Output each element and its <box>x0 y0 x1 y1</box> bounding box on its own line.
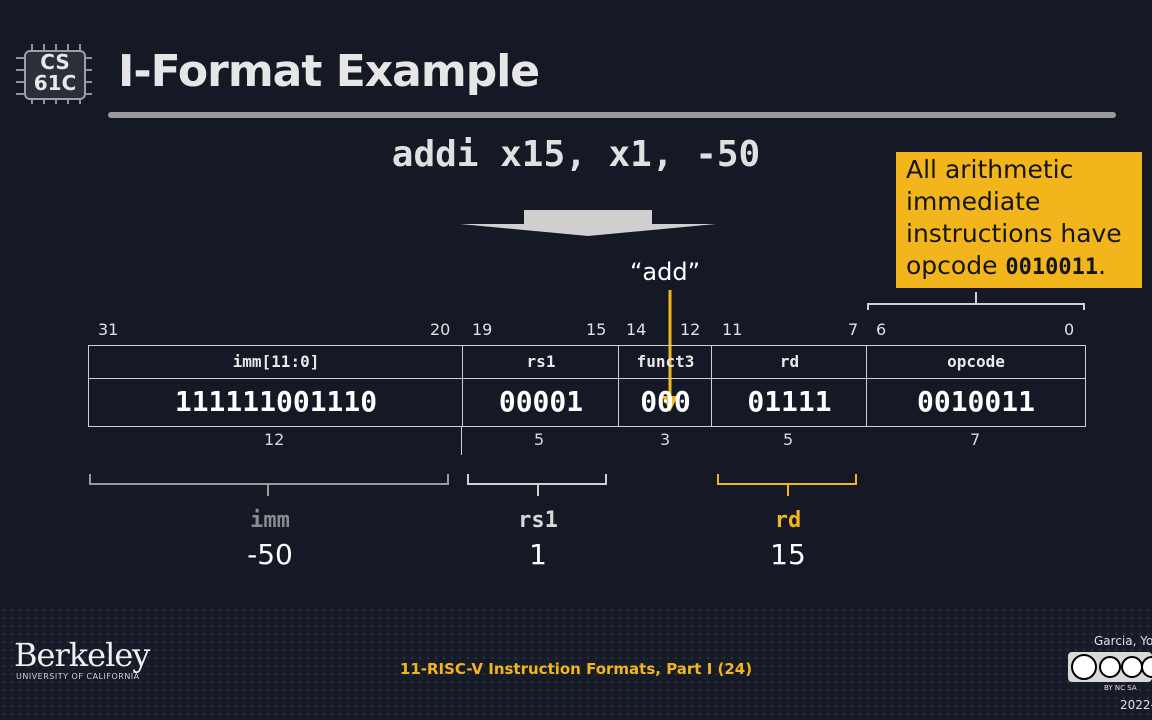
slide-title: I-Format Example <box>118 46 540 97</box>
opcode-brace-icon <box>867 292 1085 310</box>
field-header-imm: imm[11:0] <box>89 346 463 379</box>
bit-number-11: 11 <box>722 320 743 339</box>
instruction-format-table: imm[11:0] rs1 funct3 rd opcode 111111001… <box>88 345 1086 427</box>
bit-number-15: 15 <box>586 320 607 339</box>
divider <box>866 346 867 426</box>
field-value-opcode: 0010011 <box>916 385 1035 418</box>
bit-number-31: 31 <box>98 320 119 339</box>
field-width-imm: 12 <box>264 430 285 449</box>
callout-suffix: . <box>1098 251 1107 280</box>
cc-badge-icon <box>1071 654 1152 680</box>
bit-number-7: 7 <box>848 320 859 339</box>
bit-number-6: 6 <box>876 320 887 339</box>
field-value-funct3: 000 <box>640 385 691 418</box>
logo-line1: CS <box>40 50 70 74</box>
cc-license-labels: BY NC SA <box>1104 684 1137 692</box>
field-header-rs1: rs1 <box>463 346 619 379</box>
bit-number-19: 19 <box>472 320 493 339</box>
decoded-rd-value: 15 <box>770 538 806 571</box>
cs61c-logo: CS 61C <box>14 44 94 104</box>
field-width-rs1: 5 <box>534 430 545 449</box>
year-text: 2022- <box>1120 698 1152 712</box>
down-arrow-icon <box>460 210 716 236</box>
rd-brace-icon <box>717 474 857 496</box>
footer-band <box>0 606 1152 720</box>
field-header-funct3: funct3 <box>619 346 712 379</box>
field-value-rs1: 00001 <box>498 385 584 418</box>
field-header-rd: rd <box>712 346 867 379</box>
bit-number-14: 14 <box>626 320 647 339</box>
logo-line2: 61C <box>33 71 77 95</box>
divider <box>711 346 712 426</box>
opcode-callout: All arithmetic immediate instructions ha… <box>896 152 1142 288</box>
field-width-funct3: 3 <box>660 430 671 449</box>
author-credit: Garcia, Yo <box>1094 634 1152 648</box>
field-value-imm: 111111001110 <box>174 385 378 418</box>
divider <box>462 346 463 426</box>
instruction-text: addi x15, x1, -50 <box>391 134 761 175</box>
decoded-rs1-value: 1 <box>529 538 547 571</box>
rs1-brace-icon <box>467 474 607 496</box>
creative-commons-icon <box>1068 652 1152 682</box>
field-value-rd: 01111 <box>747 385 832 418</box>
berkeley-logo: Berkeley <box>14 636 150 674</box>
divider <box>461 427 462 455</box>
decoded-imm-value: -50 <box>247 538 293 571</box>
bit-number-0: 0 <box>1064 320 1075 339</box>
divider <box>618 346 619 426</box>
lecture-title: 11-RISC-V Instruction Formats, Part I (2… <box>399 660 753 678</box>
decoded-imm-label: imm <box>250 508 290 533</box>
logo-text: CS 61C <box>24 50 86 100</box>
decoded-rs1-label: rs1 <box>518 508 558 533</box>
title-divider <box>108 112 1116 118</box>
decoded-rd-label: rd <box>774 508 802 533</box>
field-width-opcode: 7 <box>970 430 981 449</box>
field-header-opcode: opcode <box>867 346 1085 379</box>
berkeley-subtitle: UNIVERSITY OF CALIFORNIA <box>16 672 140 681</box>
add-label: “add” <box>630 258 701 286</box>
bit-number-12: 12 <box>680 320 701 339</box>
callout-text: All arithmetic immediate instructions ha… <box>906 155 1122 280</box>
callout-opcode: 0010011 <box>1005 255 1099 280</box>
bit-number-20: 20 <box>430 320 451 339</box>
field-width-rd: 5 <box>783 430 794 449</box>
imm-brace-icon <box>89 474 449 496</box>
